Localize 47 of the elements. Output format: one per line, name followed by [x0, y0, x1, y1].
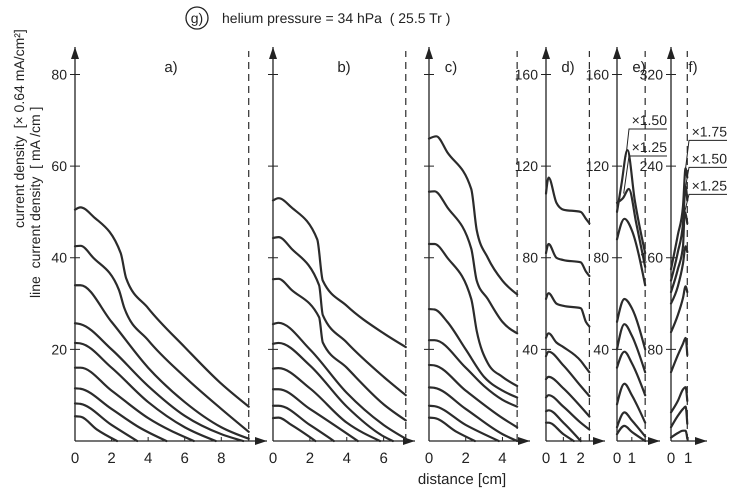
x-tick-label: 2	[306, 450, 314, 467]
y-tick-label: 80	[522, 250, 538, 266]
y-tick-label: 80	[647, 341, 664, 358]
x-tick-label: 4	[342, 450, 351, 467]
text: helium pressure = 34 hPa ( 25.5 Tr )	[222, 10, 450, 26]
annotation: ×1.50	[692, 150, 728, 166]
text: a)	[164, 59, 178, 76]
x-tick-label: 2	[462, 450, 470, 467]
text: f)	[688, 59, 698, 76]
text: c)	[444, 59, 458, 76]
y-tick-label: 20	[51, 341, 68, 358]
text: g)	[190, 10, 204, 26]
x-tick-label: 0	[666, 450, 676, 467]
annotation: ×1.75	[692, 123, 728, 140]
y-tick-label: 80	[51, 66, 68, 82]
x-axis-title: distance [cm]	[418, 471, 506, 488]
x-tick-label: 2	[576, 450, 585, 467]
y-tick-label: 240	[640, 158, 664, 174]
text: d)	[561, 59, 575, 76]
text: b)	[337, 59, 351, 76]
x-tick-label: 4	[144, 450, 152, 467]
y-tick-label: 40	[593, 341, 610, 358]
y-tick-label: 160	[586, 66, 610, 82]
y-tick-label: 120	[586, 158, 610, 174]
y-tick-label: 80	[593, 250, 610, 266]
x-tick-label: 1	[628, 450, 636, 467]
x-tick-label: 1	[684, 450, 692, 467]
x-tick-label: 1	[559, 450, 568, 467]
x-tick-label: 4	[498, 450, 507, 467]
y-axis-title: current density [× 0.64 mA/cm²] line current density [ mA /cm ]	[11, 29, 43, 298]
x-tick-label: 8	[217, 450, 226, 467]
x-tick-label: 2	[107, 450, 116, 467]
x-tick-label: 0	[612, 450, 622, 467]
x-tick-label: 0	[268, 450, 278, 467]
y-tick-label: 120	[514, 158, 538, 174]
y-tick-label: 60	[51, 158, 68, 174]
y-tick-label: 160	[514, 66, 538, 82]
annotation: ×1.50	[632, 112, 668, 128]
y-tick-label: 40	[522, 341, 538, 358]
x-tick-label: 6	[180, 450, 189, 467]
x-tick-label: 0	[424, 450, 434, 467]
x-tick-label: 6	[379, 450, 388, 467]
x-tick-label: 0	[70, 450, 80, 467]
annotation: ×1.25	[632, 138, 668, 155]
annotation: ×1.25	[692, 177, 728, 194]
x-tick-label: 0	[542, 450, 550, 467]
y-tick-label: 40	[51, 250, 68, 266]
